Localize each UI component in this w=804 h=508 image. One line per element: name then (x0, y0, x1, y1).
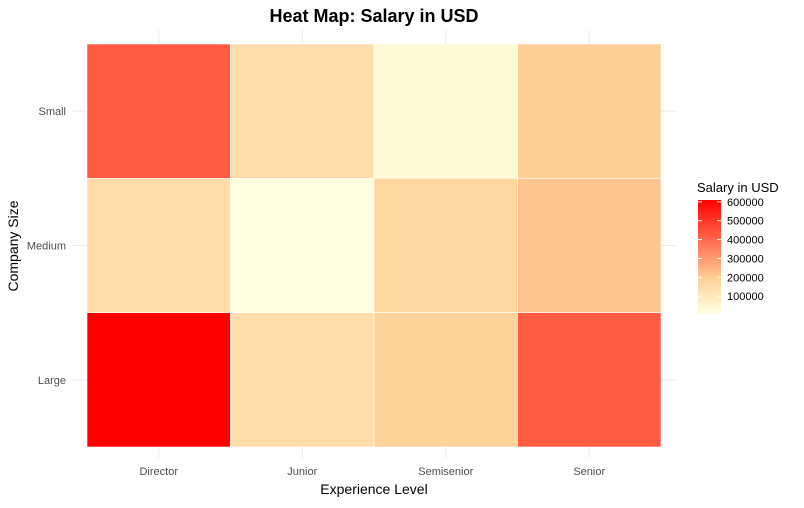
x-tick-label: Senior (573, 466, 605, 478)
legend-tick-label: 500000 (727, 216, 764, 228)
legend-title: Salary in USD (697, 180, 779, 195)
legend-ticks: 100000 200000 300000 400000 500000 600000 (698, 197, 764, 303)
x-tick-label: Semisenior (418, 466, 473, 478)
legend: Salary in USD 100000 200000 300000 400000 50… (697, 180, 779, 314)
heatmap-tile-large-senior (517, 312, 662, 448)
heatmap-tiles (86, 43, 662, 448)
legend-color-bar (698, 200, 721, 314)
heatmap-tile-large-director (86, 312, 231, 448)
heatmap-tile-small-senior (517, 43, 662, 179)
legend-tick-label: 400000 (727, 235, 764, 247)
legend-tick-label: 100000 (727, 291, 764, 303)
y-axis-title: Company Size (5, 200, 21, 291)
heatmap-tile-small-junior (230, 43, 375, 179)
heatmap-tile-large-semisenior (373, 312, 518, 448)
legend-tick-label: 600000 (727, 197, 764, 209)
y-tick-label: Large (38, 375, 66, 387)
chart-title: Heat Map: Salary in USD (269, 6, 478, 26)
x-tick-label: Director (139, 466, 178, 478)
heatmap-tile-medium-semisenior (373, 178, 518, 313)
x-axis-title: Experience Level (320, 481, 427, 497)
legend-tick-label: 200000 (727, 272, 764, 284)
x-axis-tick-labels: Director Junior Semisenior Senior (139, 466, 605, 478)
heatmap-tile-small-director (86, 43, 231, 179)
heatmap-tile-medium-director (86, 178, 231, 313)
legend-tick-label: 300000 (727, 253, 764, 265)
heatmap-tile-large-junior (230, 312, 375, 448)
y-axis-tick-labels: Small Medium Large (27, 106, 66, 387)
heatmap-tile-medium-senior (517, 178, 662, 313)
y-tick-label: Small (38, 106, 66, 118)
heatmap-tile-small-semisenior (373, 43, 518, 179)
heatmap-tile-medium-junior (230, 178, 375, 313)
y-tick-label: Medium (27, 241, 66, 253)
x-tick-label: Junior (287, 466, 317, 478)
